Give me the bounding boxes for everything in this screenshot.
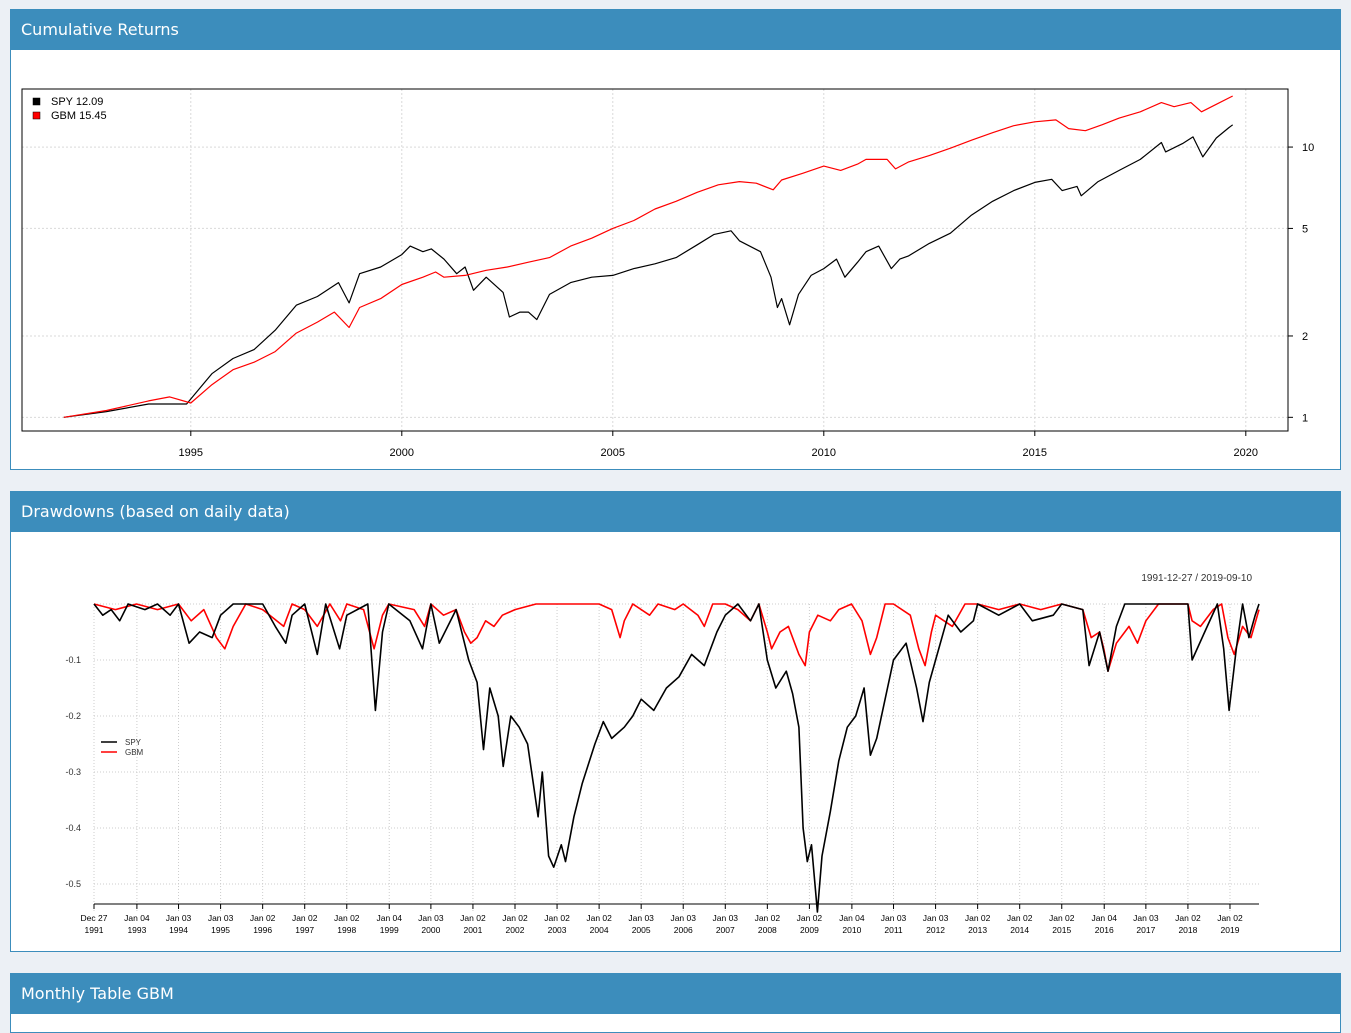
legend-label: SPY <box>125 738 142 747</box>
x-tick-label-date: Jan 02 <box>1217 913 1243 923</box>
x-tick-label-date: Jan 03 <box>713 913 739 923</box>
y-tick-label: -0.4 <box>65 823 81 833</box>
x-tick-label-date: Jan 03 <box>670 913 696 923</box>
x-tick-label-year: 2019 <box>1221 925 1240 935</box>
x-tick-label-year: 2002 <box>506 925 525 935</box>
y-tick-label: 10 <box>1302 142 1314 154</box>
y-tick-label: -0.5 <box>65 879 81 889</box>
x-tick-label-date: Jan 03 <box>881 913 907 923</box>
x-tick-label-year: 1994 <box>169 925 188 935</box>
x-tick-label-year: 2018 <box>1178 925 1197 935</box>
legend-label: GBM 15.45 <box>51 110 107 122</box>
legend-label: GBM <box>125 748 144 757</box>
plot-frame <box>21 88 1289 432</box>
x-tick-label-year: 2004 <box>590 925 609 935</box>
x-tick-label-date: Jan 02 <box>544 913 570 923</box>
x-tick-label-year: 2003 <box>548 925 567 935</box>
x-tick-label-year: 2000 <box>421 925 440 935</box>
x-tick-label-year: 1995 <box>211 925 230 935</box>
x-tick-label-year: 1998 <box>337 925 356 935</box>
date-range-label: 1991-12-27 / 2019-09-10 <box>1141 573 1252 584</box>
x-tick-label-year: 2016 <box>1095 925 1114 935</box>
x-tick-label-year: 1993 <box>127 925 146 935</box>
x-tick-label-date: Jan 02 <box>502 913 528 923</box>
x-tick-label-date: Jan 02 <box>334 913 360 923</box>
x-tick-label-year: 2015 <box>1052 925 1071 935</box>
x-tick-label-date: Jan 02 <box>1175 913 1201 923</box>
x-tick-label-date: Jan 02 <box>1049 913 1075 923</box>
legend-swatch <box>32 111 41 120</box>
cumulative-returns-chart: 1995 2000 2005 2010 2015 2020 1 2 5 10 SPY 12.09 GB… <box>21 88 1314 459</box>
y-tick-label: -0.1 <box>65 655 81 665</box>
series-line-gbm <box>63 95 1233 418</box>
x-tick-label-year: 2017 <box>1136 925 1155 935</box>
cumulative-returns-panel: Cumulative Returns 1995 2000 2005 2010 2015 2… <box>10 9 1341 470</box>
x-tick-label-date: Jan 04 <box>839 913 865 923</box>
panel-title: Drawdowns (based on daily data) <box>11 492 1340 532</box>
x-tick-label-year: 2011 <box>884 925 903 935</box>
x-tick-label: 2015 <box>1023 447 1047 459</box>
x-tick-label-year: 2006 <box>674 925 693 935</box>
series-line-spy <box>63 124 1234 418</box>
y-tick-label: 1 <box>1302 412 1308 424</box>
x-tick-label-date: Jan 04 <box>124 913 150 923</box>
x-tick-label-date: Jan 02 <box>1007 913 1033 923</box>
x-tick-label-year: 2012 <box>926 925 945 935</box>
legend-label: SPY 12.09 <box>51 96 103 108</box>
panel-title: Cumulative Returns <box>11 10 1340 50</box>
x-tick-label-date: Dec 27 <box>81 913 108 923</box>
legend-swatch <box>32 97 41 106</box>
x-tick-label-year: 2013 <box>968 925 987 935</box>
x-tick-label-date: Jan 03 <box>628 913 654 923</box>
drawdowns-body: -0.1 -0.2 -0.3 -0.4 -0.5 Dec 27 1991 Jan 04 1993… <box>11 532 1340 951</box>
x-tick-label-year: 2009 <box>800 925 819 935</box>
x-tick-label-year: 2007 <box>716 925 735 935</box>
y-tick-label: -0.3 <box>65 767 81 777</box>
y-tick-label: 2 <box>1302 331 1308 343</box>
x-tick-label-date: Jan 02 <box>965 913 991 923</box>
x-tick-label-date: Jan 03 <box>418 913 444 923</box>
monthly-table-panel: Monthly Table GBM <box>10 973 1341 1033</box>
x-tick-label-date: Jan 04 <box>1091 913 1117 923</box>
cumulative-returns-body: 1995 2000 2005 2010 2015 2020 1 2 5 10 SPY 12.09 GB… <box>11 50 1340 469</box>
x-tick-label-date: Jan 03 <box>923 913 949 923</box>
drawdowns-chart: -0.1 -0.2 -0.3 -0.4 -0.5 Dec 27 1991 Jan 04 1993… <box>65 573 1260 935</box>
x-tick-label-year: 1991 <box>85 925 104 935</box>
x-tick-label-date: Jan 03 <box>208 913 234 923</box>
x-tick-label-date: Jan 03 <box>1133 913 1159 923</box>
x-tick-label-date: Jan 02 <box>250 913 276 923</box>
x-tick-label-year: 2010 <box>842 925 861 935</box>
x-tick-label-year: 2014 <box>1010 925 1029 935</box>
x-tick-label-date: Jan 02 <box>755 913 781 923</box>
x-tick-label-year: 2008 <box>758 925 777 935</box>
x-tick-label: 2000 <box>390 447 414 459</box>
x-tick-label-date: Jan 04 <box>376 913 402 923</box>
x-tick-label-date: Jan 02 <box>797 913 823 923</box>
panel-title: Monthly Table GBM <box>11 974 1340 1014</box>
x-tick-label-year: 1996 <box>253 925 272 935</box>
x-tick-label: 2020 <box>1234 447 1258 459</box>
x-tick-label-date: Jan 02 <box>586 913 612 923</box>
y-tick-label: 5 <box>1302 223 1308 235</box>
x-tick-label: 2010 <box>812 447 836 459</box>
drawdown-line-spy <box>93 603 1260 913</box>
x-tick-label: 2005 <box>601 447 625 459</box>
drawdowns-panel: Drawdowns (based on daily data) -0.1 -0.2… <box>10 491 1341 952</box>
x-tick-label-date: Jan 03 <box>166 913 192 923</box>
x-tick-label-year: 1997 <box>295 925 314 935</box>
x-tick-label-year: 2005 <box>632 925 651 935</box>
x-tick-label-year: 1999 <box>380 925 399 935</box>
x-tick-label-date: Jan 02 <box>460 913 486 923</box>
y-tick-label: -0.2 <box>65 711 81 721</box>
x-tick-label-year: 2001 <box>463 925 482 935</box>
x-tick-label: 1995 <box>179 447 203 459</box>
x-tick-label-date: Jan 02 <box>292 913 318 923</box>
